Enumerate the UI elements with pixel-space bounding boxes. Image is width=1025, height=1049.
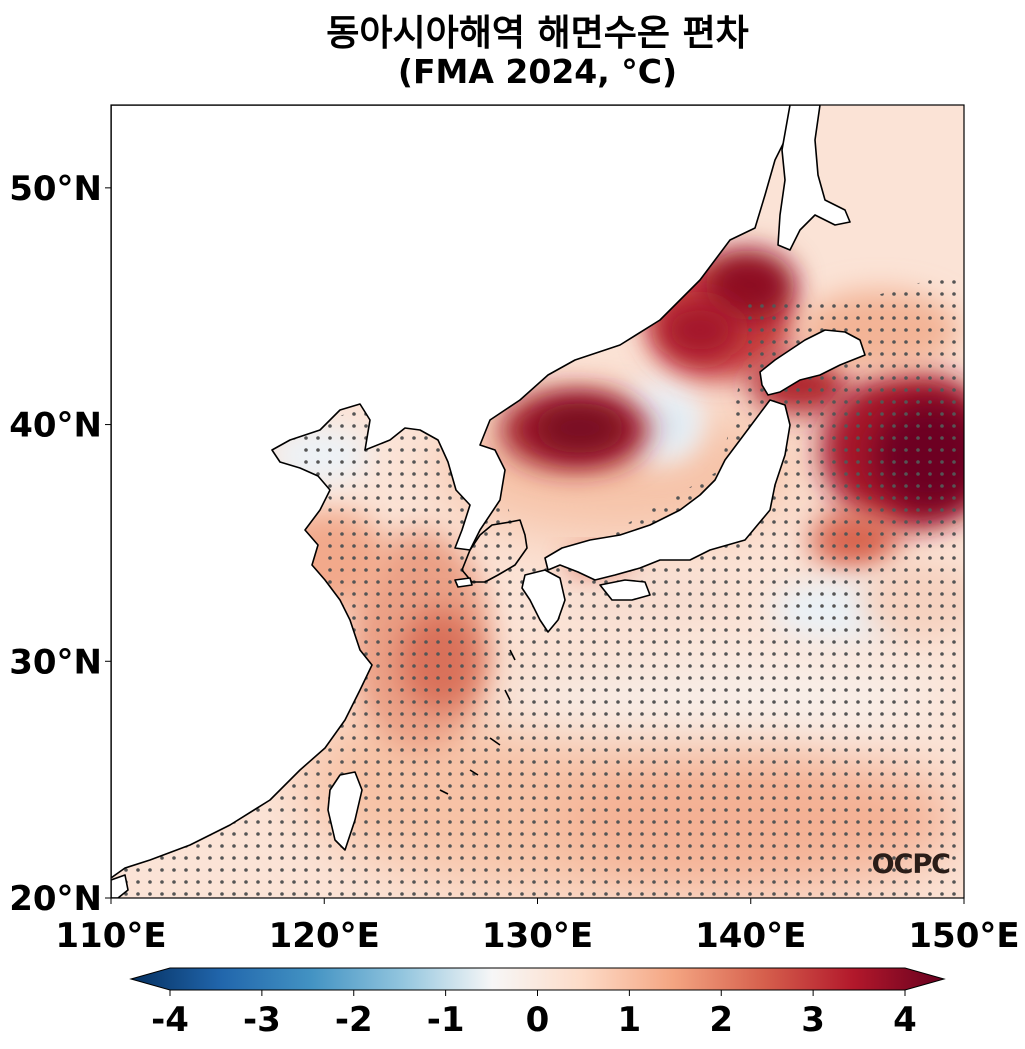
kyushu-island xyxy=(521,569,566,633)
jeju-island xyxy=(454,577,473,588)
map-subtitle: (FMA 2024, °C) xyxy=(397,52,678,91)
korean-peninsula-south xyxy=(461,519,528,583)
x-tick-label: 140°E xyxy=(695,916,806,956)
y-tick-label: 20°N xyxy=(9,879,102,919)
sakhalin-island xyxy=(777,105,851,251)
colorbar-bar xyxy=(129,967,946,991)
colorbar-tick-label: -4 xyxy=(151,1000,189,1040)
y-tick-label: 50°N xyxy=(9,169,102,209)
hainan-island xyxy=(111,874,129,898)
y-tick-label: 30°N xyxy=(9,642,102,682)
x-tick-label: 110°E xyxy=(55,916,166,956)
mainland-asia xyxy=(111,105,791,879)
colorbar-tick-label: 4 xyxy=(893,1000,917,1040)
colorbar-tick-label: 1 xyxy=(618,1000,642,1040)
colorbar-tick-label: 0 xyxy=(526,1000,550,1040)
colorbar-tick-label: 2 xyxy=(709,1000,733,1040)
ryukyu-islands xyxy=(439,649,516,795)
shikoku-island xyxy=(599,579,651,601)
colorbar: -4 -3 -2 -1 0 1 2 3 4 xyxy=(129,967,946,1040)
taiwan-island xyxy=(327,771,363,851)
y-axis-ticks: 20°N 30°N 40°N 50°N xyxy=(9,169,111,919)
colorbar-tick-label: -3 xyxy=(243,1000,281,1040)
colorbar-ticks: -4 -3 -2 -1 0 1 2 3 4 xyxy=(151,990,917,1040)
hokkaido-island xyxy=(759,329,866,396)
colorbar-tick-label: 3 xyxy=(801,1000,825,1040)
x-tick-label: 120°E xyxy=(269,916,380,956)
ocpc-logo: OCPC xyxy=(872,849,951,880)
x-axis-ticks: 110°E 120°E 130°E 140°E 150°E xyxy=(55,898,1020,956)
honshu-island xyxy=(544,399,791,581)
map-title: 동아시아해역 해면수온 편차 xyxy=(326,13,749,54)
colorbar-tick-label: -2 xyxy=(335,1000,373,1040)
x-tick-label: 130°E xyxy=(482,916,593,956)
land-masses xyxy=(111,105,866,898)
colorbar-tick-label: -1 xyxy=(427,1000,465,1040)
x-tick-label: 150°E xyxy=(908,916,1019,956)
y-tick-label: 40°N xyxy=(9,406,102,446)
